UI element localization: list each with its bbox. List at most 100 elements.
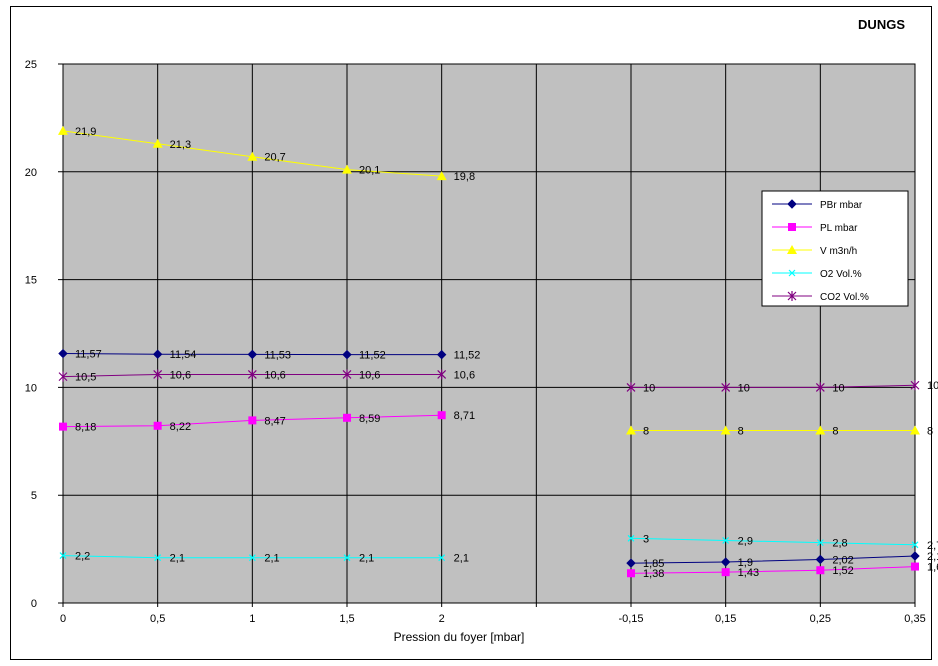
x-axis-title: Pression du foyer [mbar] [394, 630, 525, 644]
data-label: 19,8 [454, 171, 475, 183]
y-tick-label: 20 [25, 167, 37, 179]
data-label: 10,6 [359, 369, 380, 381]
x-axis-labels: 0 0,5 1 1,5 2 -0,15 0,15 0,25 0,35 [60, 613, 926, 625]
data-label: 8 [738, 426, 744, 438]
data-point [816, 566, 825, 575]
legend-label: PL mbar [820, 223, 858, 234]
data-label: 2,02 [832, 554, 853, 566]
legend-item: V m3n/h [772, 245, 857, 257]
data-label: 10,1 [927, 380, 938, 392]
data-label: 8,59 [359, 413, 380, 425]
y-tick-label: 5 [31, 490, 37, 502]
data-point [910, 551, 920, 561]
data-point [911, 562, 919, 571]
x-tick-label: 1,5 [339, 613, 354, 625]
data-point [626, 558, 636, 568]
data-label: 2,1 [264, 553, 279, 565]
data-label: 10,6 [170, 369, 191, 381]
data-point [248, 554, 256, 562]
data-label: 10 [738, 382, 750, 394]
data-point [436, 171, 447, 181]
data-label: 2,9 [738, 535, 753, 547]
data-label: 2,2 [75, 551, 90, 563]
data-label: 10,5 [75, 372, 96, 384]
data-label: 1,69 [927, 562, 938, 574]
data-point [438, 554, 446, 562]
x-tick-label: 2 [439, 613, 445, 625]
data-point [153, 369, 163, 380]
legend-label: CO2 Vol.% [820, 292, 869, 303]
series-v-m3n-h: 21,9 21,3 20,7 20,1 19,8 8 8 8 8 [58, 125, 933, 438]
legend-marker [787, 199, 797, 209]
data-point [58, 125, 68, 135]
legend: PBr mbar PL mbar V m3n/h O2 Vol.% CO2 Vol.% [761, 190, 909, 307]
data-point [342, 369, 352, 380]
data-label: 11,53 [264, 349, 291, 361]
legend-item: PBr mbar [772, 199, 863, 211]
data-point [437, 369, 447, 380]
data-label: 3 [643, 533, 649, 545]
y-tick-label: 10 [25, 382, 37, 394]
x-tick-label: 0,5 [150, 613, 165, 625]
data-label: 2,7 [927, 540, 938, 552]
data-label: 1,85 [643, 558, 664, 570]
data-label: 2,1 [454, 553, 469, 565]
series-co2-vol-: 10,5 10,6 10,6 10,6 10,6 10 10 10 10,1 [58, 369, 938, 394]
series-pl-mbar: 8,18 8,22 8,47 8,59 8,71 1,38 1,43 1,52 1,69 [59, 410, 938, 580]
x-tick-label: -0,15 [618, 613, 643, 625]
data-label: 8,47 [264, 415, 285, 427]
legend-item: O2 Vol.% [772, 269, 862, 280]
legend-label: V m3n/h [820, 246, 857, 257]
legend-marker [788, 223, 796, 231]
data-label: 1,52 [832, 565, 853, 577]
data-point [436, 349, 447, 360]
data-label: 11,52 [454, 350, 481, 362]
brand-label: DUNGS [858, 17, 905, 32]
data-point [59, 552, 67, 559]
x-tick-label: 0,15 [715, 613, 736, 625]
data-point [815, 425, 826, 435]
x-tick-label: 0 [60, 613, 66, 625]
y-tick-label: 25 [25, 59, 37, 71]
x-tick-label: 1 [249, 613, 255, 625]
data-label: 20,7 [264, 152, 285, 164]
data-point [721, 568, 730, 577]
data-label: 20,1 [359, 165, 380, 177]
data-point [627, 569, 635, 578]
y-axis-labels: 0 5 10 15 20 25 [25, 59, 37, 610]
y-tick-label: 15 [25, 275, 37, 287]
legend-marker [787, 245, 797, 254]
data-point [627, 534, 635, 542]
data-point [626, 382, 636, 393]
data-point [721, 382, 731, 393]
data-label: 10 [643, 382, 655, 394]
y-tick-label: 0 [31, 598, 37, 610]
data-label: 2,18 [927, 551, 938, 563]
data-label: 8,22 [170, 421, 191, 433]
data-point [815, 554, 826, 565]
legend-label: O2 Vol.% [820, 269, 862, 280]
x-tick-label: 0,35 [904, 613, 925, 625]
data-point [154, 554, 162, 562]
data-label: 8 [927, 426, 933, 438]
data-point [58, 371, 68, 382]
data-point [343, 413, 351, 422]
legend-box [761, 190, 909, 307]
legend-label: PBr mbar [820, 200, 863, 211]
data-label: 2,8 [832, 538, 847, 550]
data-label: 8 [832, 426, 838, 438]
data-label: 1,43 [738, 567, 759, 579]
data-label: 10,6 [454, 369, 475, 381]
data-label: 21,9 [75, 126, 96, 138]
data-point [248, 416, 257, 425]
data-point [343, 554, 351, 562]
data-label: 10 [832, 382, 844, 394]
series-o2-vol-: 2,2 2,1 2,1 2,1 2,1 3 2,9 2,8 2,7 [59, 533, 938, 565]
series-layer: 11,5711,5411,5311,5211,521,851,92,022,18… [58, 125, 938, 580]
data-point [247, 369, 257, 380]
data-point [815, 382, 825, 393]
data-label: 1,38 [643, 568, 664, 580]
data-label: 2,1 [359, 553, 374, 565]
